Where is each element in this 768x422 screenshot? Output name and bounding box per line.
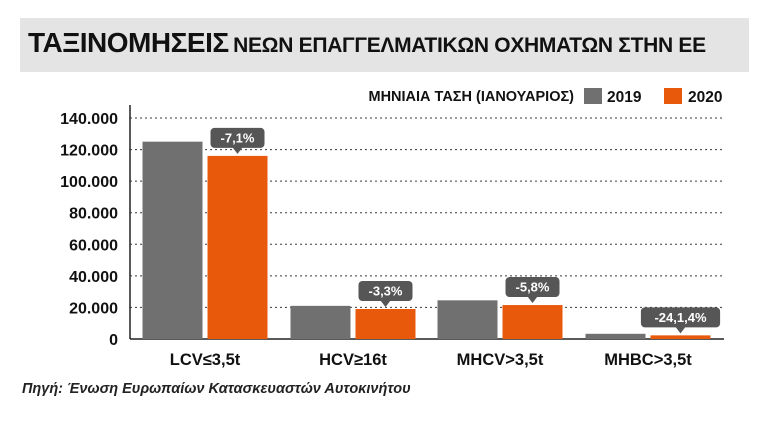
callout-label: -24,1,4% xyxy=(654,310,706,325)
title-bar xyxy=(20,18,749,72)
y-tick-label: 20.000 xyxy=(69,300,118,317)
callout-pointer xyxy=(232,147,243,154)
callout-label: -7,1% xyxy=(221,130,255,145)
chart-title: ΤΑΞΙΝΟΜΗΣΕΙΣ ΝΕΩΝ ΕΠΑΓΓΕΛΜΑΤΙΚΩΝ ΟΧΗΜΑΤΩ… xyxy=(28,27,706,59)
source-note: Πηγή: Ένωση Ευρωπαίων Κατασκευαστών Αυτο… xyxy=(22,381,411,397)
bar-2020 xyxy=(650,335,711,339)
legend-label-2019: 2019 xyxy=(607,89,642,106)
legend-swatch-2019 xyxy=(584,88,602,104)
y-tick-label: 100.000 xyxy=(60,174,118,191)
legend-swatch-2020 xyxy=(664,88,682,104)
y-tick-label: 0 xyxy=(109,332,118,349)
bar-2019 xyxy=(142,141,203,339)
callout-box xyxy=(358,281,413,302)
bar-2019 xyxy=(290,305,351,339)
category-label: HCV≥16t xyxy=(319,351,387,369)
category-label: MHCV>3,5t xyxy=(457,351,544,369)
callout-box xyxy=(210,127,265,148)
callout-label: -5,8% xyxy=(516,280,550,295)
category-label: LCV≤3,5t xyxy=(170,351,241,369)
callout-pointer xyxy=(527,296,538,304)
callout-label: -3,3% xyxy=(369,284,403,299)
bar-2019 xyxy=(585,333,646,339)
category-label: MHBC>3,5t xyxy=(604,351,692,369)
legend-title: ΜΗΝΙΑΙΑ ΤΑΣΗ (ΙΑΝΟΥΑΡΙΟΣ) xyxy=(368,89,574,105)
y-tick-label: 60.000 xyxy=(69,237,118,254)
y-tick-label: 120.000 xyxy=(60,143,118,160)
legend-label-2020: 2020 xyxy=(688,89,722,106)
bar-2020 xyxy=(207,155,268,339)
callout-box xyxy=(505,277,560,298)
y-tick-label: 80.000 xyxy=(69,206,118,223)
callout-pointer xyxy=(380,300,391,308)
bar-2020 xyxy=(355,309,416,339)
y-tick-label: 40.000 xyxy=(69,269,118,286)
callout-box xyxy=(640,307,721,328)
y-tick-label: 140.000 xyxy=(60,111,118,128)
chart-title-rest: ΝΕΩΝ ΕΠΑΓΓΕΛΜΑΤΙΚΩΝ ΟΧΗΜΑΤΩΝ ΣΤΗΝ ΕΕ xyxy=(233,34,706,57)
bar-2019 xyxy=(437,300,498,339)
chart-title-main: ΤΑΞΙΝΟΜΗΣΕΙΣ xyxy=(28,27,229,58)
bar-2020 xyxy=(502,305,563,339)
callout-pointer xyxy=(675,326,686,334)
